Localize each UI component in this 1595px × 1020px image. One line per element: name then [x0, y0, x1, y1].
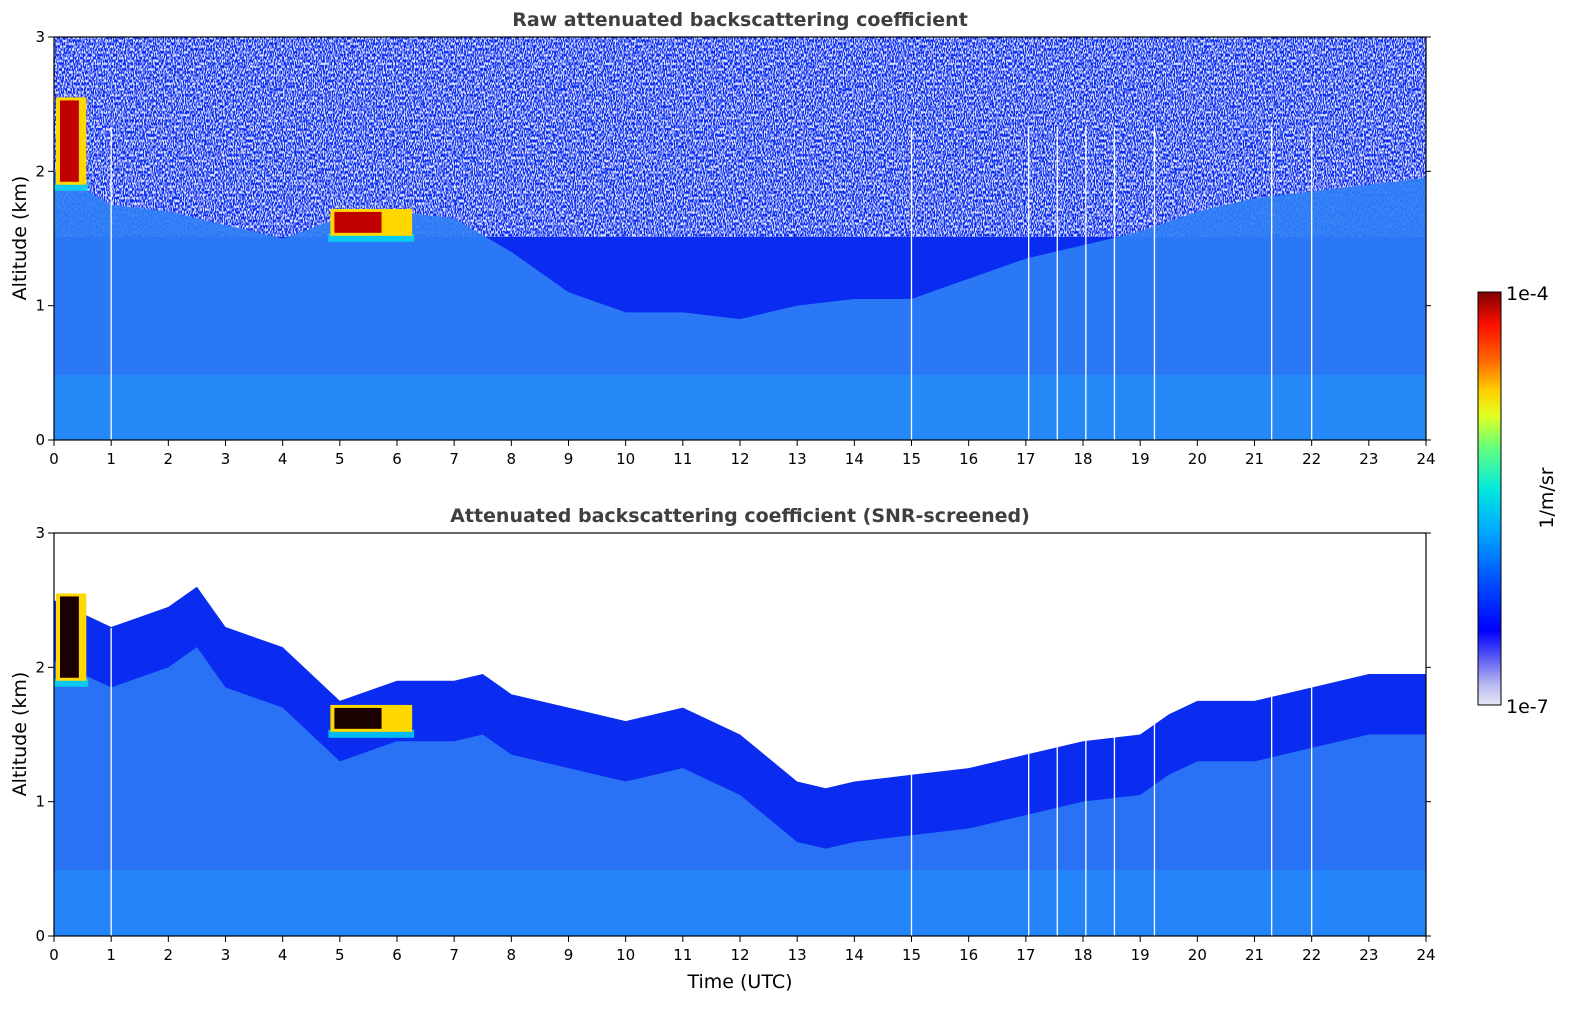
panel1-surface-aerosol: [54, 375, 1426, 440]
p1-xtick-label-8: 8: [507, 450, 517, 468]
panel2-boundary-layer: [54, 647, 1426, 936]
p1-xtick-label-17: 17: [1016, 450, 1035, 468]
p1-xtick-label-3: 3: [221, 450, 231, 468]
p2-xtick-label-23: 23: [1359, 946, 1378, 964]
p2-xtick-label-9: 9: [564, 946, 574, 964]
panel2-xlabel: Time (UTC): [686, 971, 792, 993]
p1-cloud-1-halo: [328, 233, 415, 242]
panel1-title: Raw attenuated backscattering coefficien…: [512, 9, 968, 31]
p2-ytick-label-1: 1: [35, 793, 45, 811]
p2-xtick-label-14: 14: [845, 946, 864, 964]
p1-ytick-label-1: 1: [35, 297, 45, 315]
screened-backscatter-panel: Attenuated backscattering coefficient (S…: [9, 505, 1436, 993]
p1-xtick-label-22: 22: [1302, 450, 1321, 468]
p1-xtick-label-20: 20: [1188, 450, 1207, 468]
p2-xtick-label-16: 16: [959, 946, 978, 964]
p2-cloud-0-core: [60, 596, 79, 678]
p1-xtick-label-12: 12: [730, 450, 749, 468]
p1-ytick-label-0: 0: [35, 431, 45, 449]
p2-ytick-label-0: 0: [35, 927, 45, 945]
p1-xtick-label-2: 2: [164, 450, 174, 468]
p2-xtick-label-22: 22: [1302, 946, 1321, 964]
p2-xtick-label-13: 13: [788, 946, 807, 964]
p2-xtick-label-8: 8: [507, 946, 517, 964]
p1-cloud-0-halo: [54, 182, 89, 191]
p2-xtick-label-3: 3: [221, 946, 231, 964]
p1-xtick-label-4: 4: [278, 450, 288, 468]
colorbar-min-label: 1e-7: [1506, 696, 1549, 718]
p1-ytick-label-2: 2: [35, 162, 45, 180]
p2-xtick-label-1: 1: [106, 946, 116, 964]
p2-ytick-label-3: 3: [35, 524, 45, 542]
p2-xtick-label-20: 20: [1188, 946, 1207, 964]
panel1-ylabel: Altitude (km): [9, 176, 31, 301]
p2-xtick-label-21: 21: [1245, 946, 1264, 964]
p1-cloud-0-core: [60, 100, 79, 182]
p2-xtick-label-5: 5: [335, 946, 345, 964]
p1-xtick-label-18: 18: [1073, 450, 1092, 468]
p2-xtick-label-2: 2: [164, 946, 174, 964]
colorbar: 1e-4 1e-7 1/m/sr: [1477, 283, 1558, 718]
panel1-noise-layer: [54, 37, 1426, 237]
p1-xtick-label-14: 14: [845, 450, 864, 468]
p1-xtick-label-24: 24: [1416, 450, 1435, 468]
p2-xtick-label-24: 24: [1416, 946, 1435, 964]
p2-xtick-label-6: 6: [392, 946, 402, 964]
p1-xtick-label-6: 6: [392, 450, 402, 468]
p1-ytick-label-3: 3: [35, 28, 45, 46]
p1-cloud-1-core: [334, 211, 382, 233]
p1-xtick-label-1: 1: [106, 450, 116, 468]
p2-xtick-label-10: 10: [616, 946, 635, 964]
p1-xtick-label-5: 5: [335, 450, 345, 468]
colorbar-max-label: 1e-4: [1506, 283, 1549, 305]
p1-xtick-label-7: 7: [449, 450, 459, 468]
p1-xtick-label-11: 11: [673, 450, 692, 468]
p2-xtick-label-15: 15: [902, 946, 921, 964]
panel2-title: Attenuated backscattering coefficient (S…: [450, 505, 1030, 527]
p2-xtick-label-18: 18: [1073, 946, 1092, 964]
colorbar-unit-label: 1/m/sr: [1536, 467, 1558, 528]
p1-xtick-label-0: 0: [49, 450, 59, 468]
p2-xtick-label-11: 11: [673, 946, 692, 964]
panel2-ylabel: Altitude (km): [9, 672, 31, 797]
panel2-surface-aerosol: [54, 870, 1426, 936]
p2-xtick-label-17: 17: [1016, 946, 1035, 964]
p1-xtick-label-23: 23: [1359, 450, 1378, 468]
p1-xtick-label-15: 15: [902, 450, 921, 468]
p2-xtick-label-12: 12: [730, 946, 749, 964]
p1-xtick-label-13: 13: [788, 450, 807, 468]
p2-cloud-1-core: [334, 707, 382, 729]
p2-cloud-1-halo: [328, 729, 415, 738]
p1-xtick-label-9: 9: [564, 450, 574, 468]
p1-xtick-label-21: 21: [1245, 450, 1264, 468]
colorbar-gradient: [1477, 291, 1502, 706]
p2-xtick-label-7: 7: [449, 946, 459, 964]
p1-xtick-label-16: 16: [959, 450, 978, 468]
p2-xtick-label-19: 19: [1131, 946, 1150, 964]
p2-cloud-0-halo: [54, 678, 89, 687]
p2-xtick-label-0: 0: [49, 946, 59, 964]
p2-ytick-label-2: 2: [35, 658, 45, 676]
p1-xtick-label-19: 19: [1131, 450, 1150, 468]
p1-xtick-label-10: 10: [616, 450, 635, 468]
raw-backscatter-panel: Raw attenuated backscattering coefficien…: [9, 9, 1436, 468]
p2-xtick-label-4: 4: [278, 946, 288, 964]
